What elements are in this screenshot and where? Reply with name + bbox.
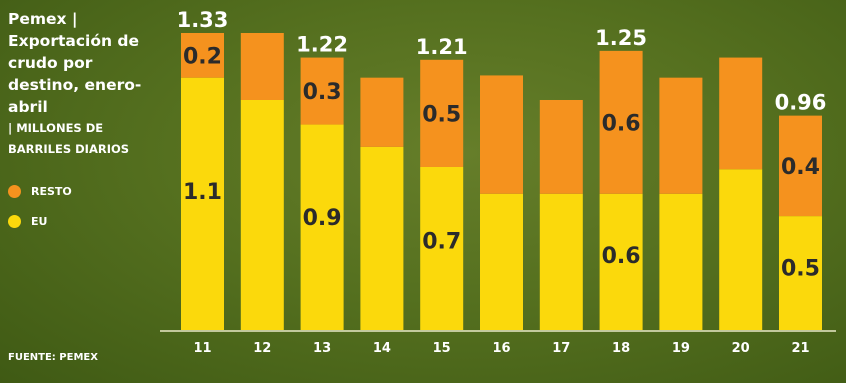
bar-eu-14 xyxy=(360,146,404,330)
bar-eu-12 xyxy=(240,99,284,330)
bar-eu-11 xyxy=(181,77,224,330)
x-tick-label-21: 21 xyxy=(791,341,809,356)
data-label-resto-21: 0.4 xyxy=(781,155,820,180)
bar-resto-15 xyxy=(420,59,464,167)
total-label-13: 1.22 xyxy=(296,33,348,57)
bar-resto-18 xyxy=(599,50,643,194)
x-tick-label-20: 20 xyxy=(732,341,750,356)
bar-resto-20 xyxy=(719,57,763,170)
legend-item-eu: EU xyxy=(8,206,168,236)
data-label-resto-11: 0.2 xyxy=(183,44,222,69)
chart-sidebar: Pemex | Exportación de crudo por destino… xyxy=(8,8,168,236)
legend-label-eu: EU xyxy=(31,214,48,228)
x-tick-label-12: 12 xyxy=(253,341,271,356)
total-label-18: 1.25 xyxy=(595,26,647,50)
bar-resto-14 xyxy=(360,77,404,147)
chart-units: | MILLONES DE BARRILES DIARIOS xyxy=(8,121,130,156)
x-tick-label-11: 11 xyxy=(193,341,211,356)
bar-resto-11 xyxy=(181,33,224,78)
bar-eu-21 xyxy=(779,216,822,330)
bar-eu-19 xyxy=(659,193,703,330)
legend-swatch-resto xyxy=(8,184,21,198)
bar-eu-18 xyxy=(599,193,643,330)
bar-eu-17 xyxy=(539,193,583,330)
x-tick-label-14: 14 xyxy=(373,341,391,356)
data-label-eu-15: 0.7 xyxy=(422,229,461,254)
data-label-eu-11: 1.1 xyxy=(183,180,222,205)
x-tick-label-18: 18 xyxy=(612,341,630,356)
data-label-resto-18: 0.6 xyxy=(602,111,641,136)
data-label-eu-13: 0.9 xyxy=(303,206,342,231)
bar-resto-21 xyxy=(779,115,822,217)
x-tick-label-19: 19 xyxy=(672,341,690,356)
bar-eu-15 xyxy=(420,166,464,330)
x-tick-label-13: 13 xyxy=(313,341,331,356)
data-label-resto-13: 0.3 xyxy=(303,80,342,105)
bar-resto-19 xyxy=(659,77,703,194)
x-tick-label-15: 15 xyxy=(433,341,451,356)
total-label-15: 1.21 xyxy=(416,35,468,59)
legend-label-resto: RESTO xyxy=(31,184,72,198)
bar-resto-17 xyxy=(539,99,583,194)
bar-eu-16 xyxy=(480,193,523,330)
bar-eu-13 xyxy=(300,124,344,330)
bar-resto-12 xyxy=(240,33,284,100)
bar-eu-20 xyxy=(719,169,763,330)
source-note: FUENTE: PEMEX xyxy=(8,352,98,363)
x-tick-label-17: 17 xyxy=(552,341,570,356)
bar-resto-16 xyxy=(480,75,523,194)
total-label-21: 0.96 xyxy=(775,91,827,115)
x-tick-label-16: 16 xyxy=(492,341,510,356)
chart-title: Pemex | Exportación de crudo por destino… xyxy=(8,10,142,116)
legend-swatch-eu xyxy=(8,214,21,228)
total-label-11: 1.33 xyxy=(177,8,229,32)
data-label-eu-18: 0.6 xyxy=(602,244,641,269)
legend-item-resto: RESTO xyxy=(8,176,168,206)
legend: RESTO EU xyxy=(8,176,168,236)
data-label-eu-21: 0.5 xyxy=(781,256,820,281)
bar-resto-13 xyxy=(300,57,344,125)
data-label-resto-15: 0.5 xyxy=(422,102,461,127)
